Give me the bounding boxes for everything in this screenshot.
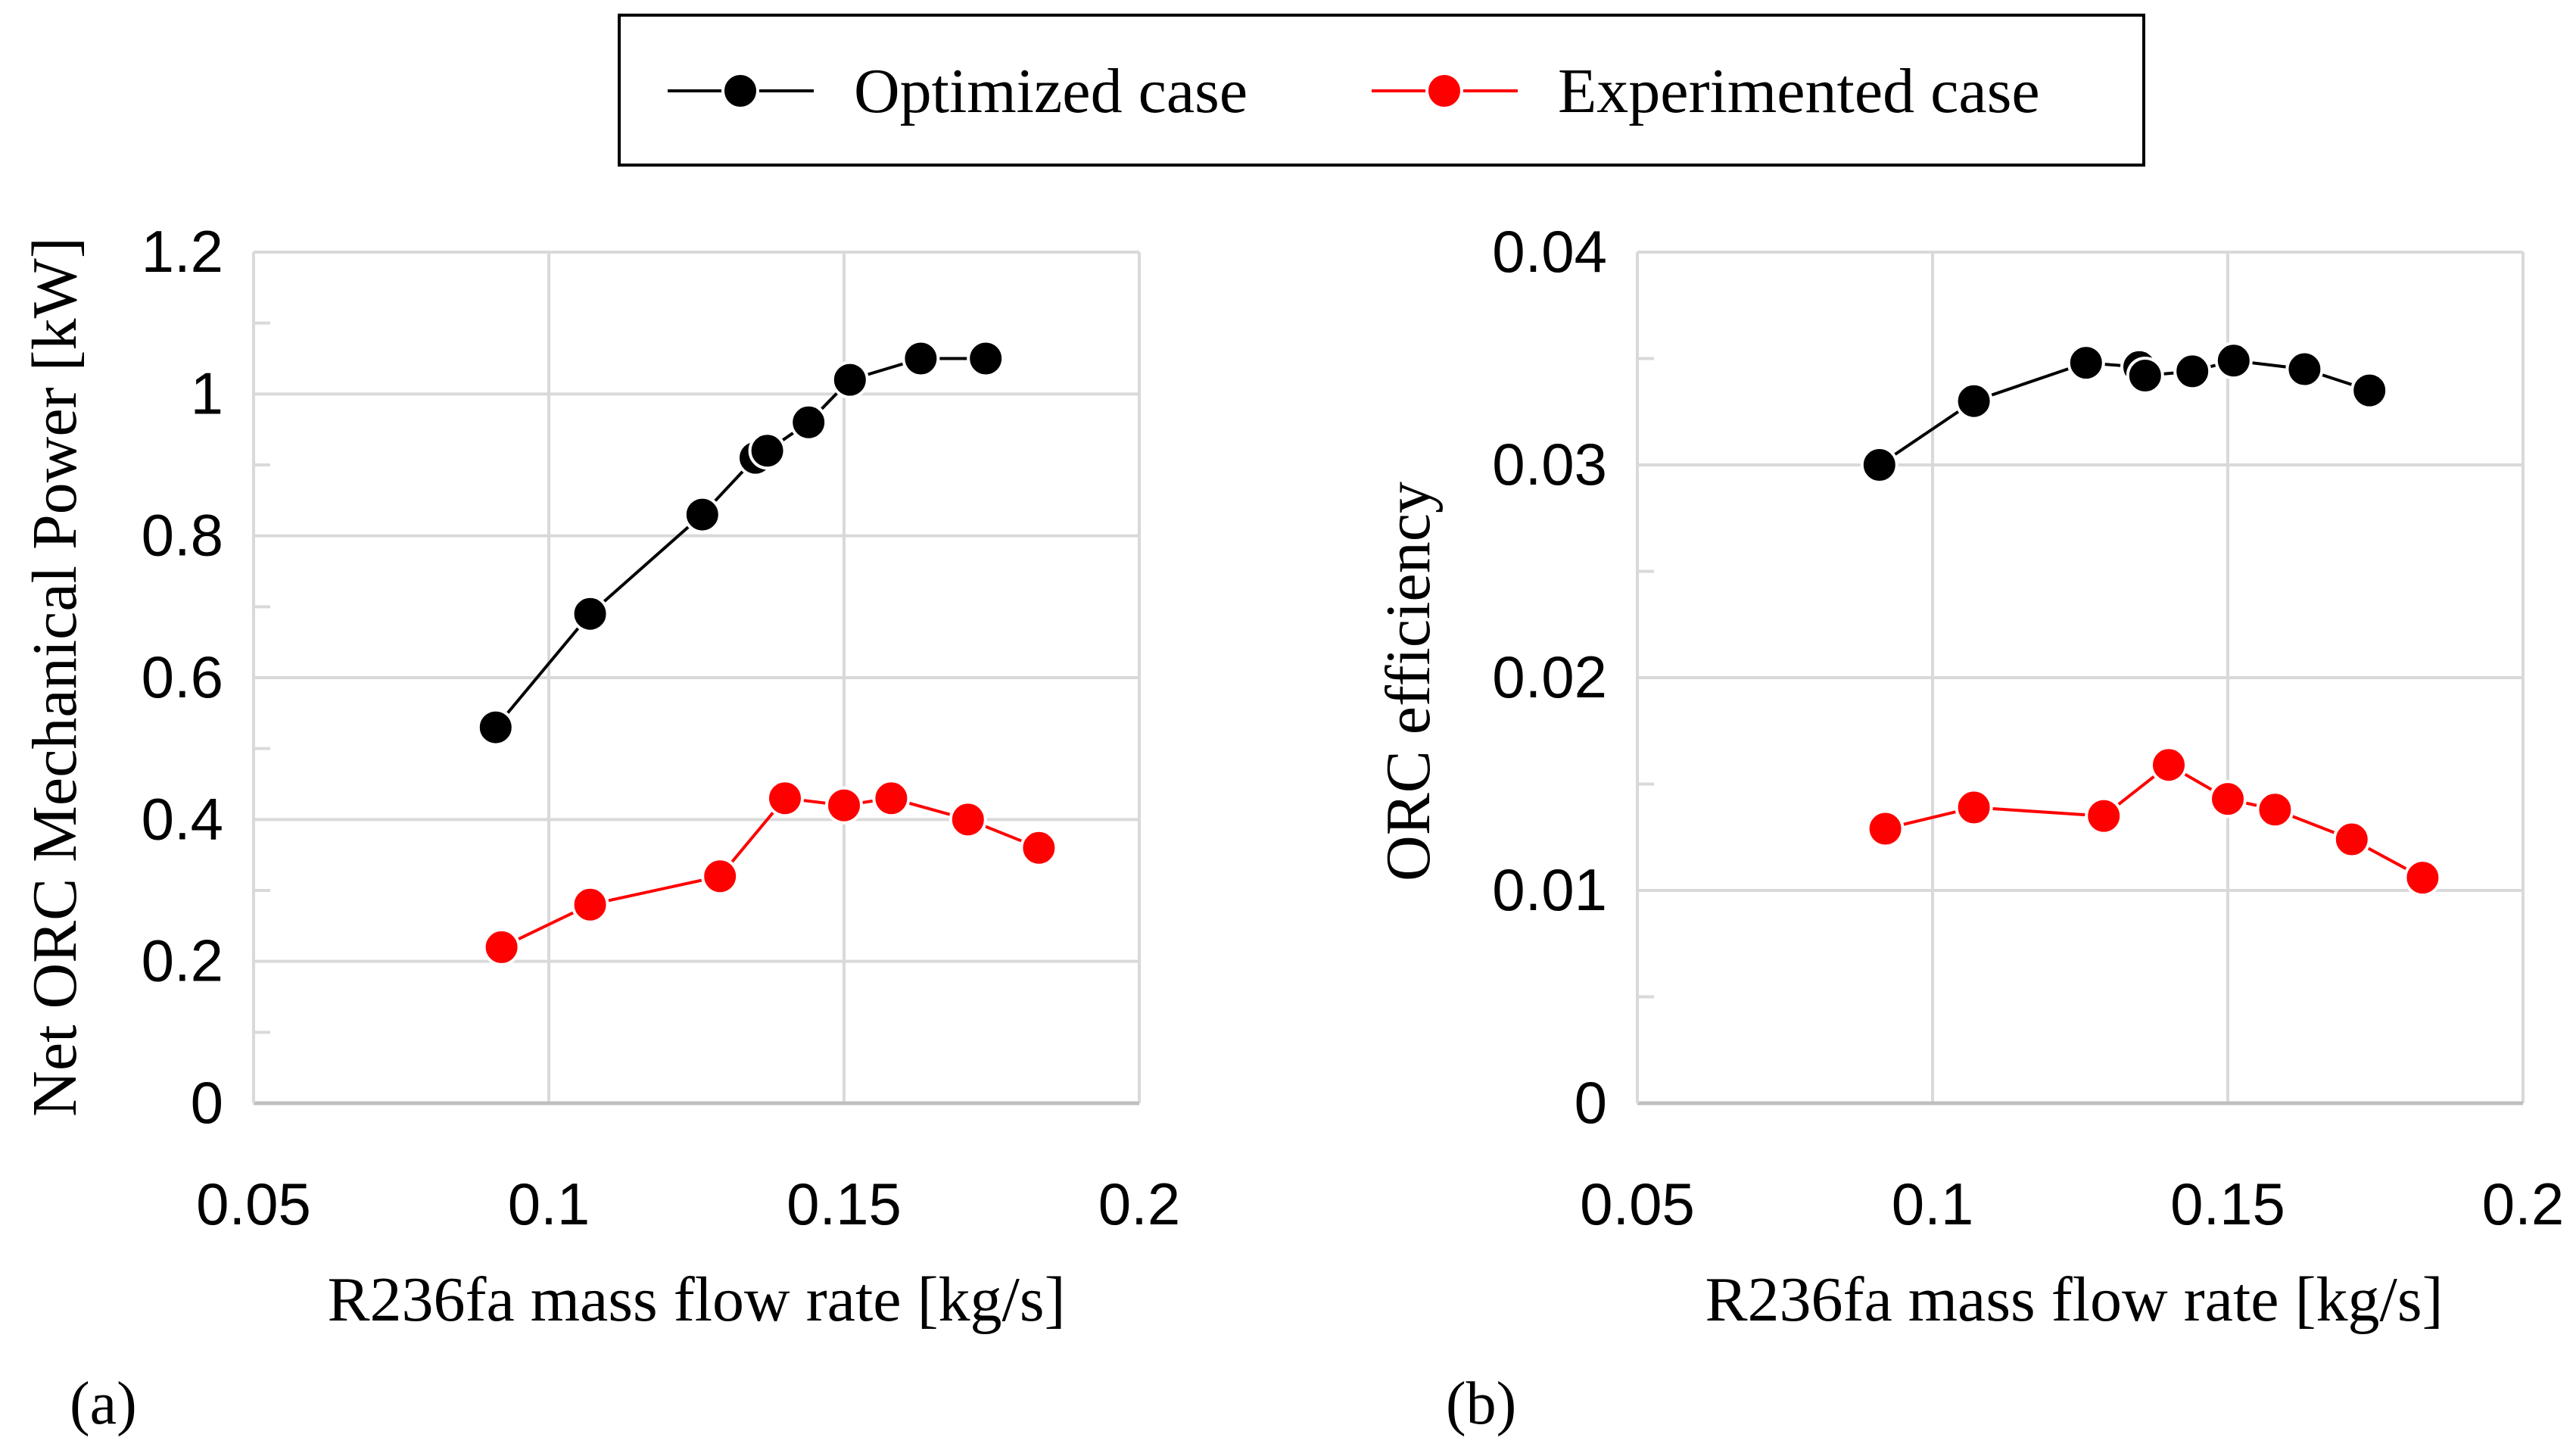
panel-a-point-optimized-case (571, 594, 609, 633)
panel-b-point-optimized-case (2214, 341, 2253, 380)
panel-a-point-experimented-case (948, 800, 987, 839)
panel-a-label: (a) (70, 1370, 137, 1437)
panel-a-point-experimented-case (1020, 828, 1058, 867)
panel-a-series (476, 339, 1058, 966)
panel-a-point-optimized-case (683, 495, 721, 534)
panel-b-series (1860, 341, 2442, 897)
panel-b-point-experimented-case (2209, 780, 2247, 819)
legend-label-optimized: Optimized case (854, 56, 1248, 126)
panel-b-point-experimented-case (1866, 809, 1905, 848)
panel-a-axes (252, 252, 1139, 1105)
panel-a-point-optimized-case (902, 339, 940, 378)
panel-b-point-optimized-case (2067, 344, 2105, 382)
panel-a-point-optimized-case (748, 432, 787, 470)
panel-a-point-optimized-case (476, 708, 515, 747)
panel-b-point-optimized-case (2126, 356, 2164, 394)
panel-b-axes (1636, 252, 2523, 1105)
panel-a-point-experimented-case (571, 885, 609, 924)
panel-a-xtick-label: 0.05 (196, 1171, 311, 1237)
panel-a-point-optimized-case (790, 403, 828, 441)
panel-b-xtick-label: 0.05 (1580, 1171, 1695, 1237)
panel-a-ylabel: Net ORC Mechanical Power [kW] (20, 237, 90, 1117)
panel-a-ytick-label: 0 (191, 1069, 223, 1136)
panel-b-point-optimized-case (1955, 382, 1993, 420)
panel-a-ytick-label: 0.4 (142, 785, 223, 852)
panel-a-ytick-label: 0.8 (142, 502, 223, 569)
panel-a-xlabel: R236fa mass flow rate [kg/s] (327, 1264, 1065, 1335)
panel-b-xtick-label: 0.15 (2170, 1171, 2285, 1237)
panel-a-xtick-label: 0.2 (1098, 1171, 1180, 1237)
panel-b-ytick-label: 0.04 (1492, 218, 1607, 285)
panel-a-tick-labels: 0 0.2 0.4 0.6 0.8 1 1.2 0.05 0.1 0.15 0.2 (142, 218, 1181, 1237)
panel-a-power-chart: 0 0.2 0.4 0.6 0.8 1 1.2 0.05 0.1 0.15 0.2 Net ORC … (20, 218, 1180, 1437)
panel-b-point-experimented-case (2085, 797, 2123, 835)
legend: Optimized case Experimented case (618, 14, 2145, 167)
panel-b-efficiency-chart: 0 0.01 0.02 0.03 0.04 0.05 0.1 0.15 0.2 ORC effi… (1373, 218, 2564, 1437)
panel-b-xtick-label: 0.2 (2482, 1171, 2564, 1237)
panel-b-ylabel: ORC efficiency (1373, 482, 1444, 881)
panel-b-point-experimented-case (1955, 788, 1993, 827)
panel-b-label: (b) (1446, 1370, 1516, 1437)
panel-b-point-optimized-case (2350, 371, 2389, 410)
panel-b-ytick-label: 0 (1575, 1069, 1607, 1136)
panel-a-point-experimented-case (825, 786, 863, 825)
panel-a-point-experimented-case (766, 779, 804, 818)
panel-b-point-experimented-case (2332, 820, 2371, 859)
panel-b-ytick-label: 0.03 (1492, 431, 1607, 497)
panel-a-point-experimented-case (701, 857, 740, 896)
panel-b-point-experimented-case (2150, 746, 2188, 784)
panel-b-xlabel: R236fa mass flow rate [kg/s] (1705, 1264, 2443, 1335)
legend-item-optimized: Optimized case (668, 56, 1248, 126)
panel-b-point-optimized-case (2285, 350, 2324, 388)
panel-a-ytick-label: 0.6 (142, 644, 223, 710)
panel-a-ytick-label: 1 (191, 360, 223, 426)
panel-a-xtick-label: 0.15 (787, 1171, 902, 1237)
legend-item-experimented: Experimented case (1372, 56, 2040, 126)
panel-a-point-optimized-case (967, 339, 1005, 378)
panel-a-ytick-label: 0.2 (142, 928, 223, 994)
panel-a-ytick-label: 1.2 (142, 218, 223, 285)
panel-a-point-experimented-case (872, 779, 911, 818)
panel-b-point-optimized-case (2173, 352, 2212, 391)
panel-b-ytick-label: 0.02 (1492, 644, 1607, 710)
legend-marker-experimented (1425, 72, 1463, 110)
panel-b-xtick-label: 0.1 (1892, 1171, 1973, 1237)
panel-b-point-experimented-case (2403, 859, 2442, 897)
legend-label-experimented: Experimented case (1558, 56, 2040, 126)
panel-b-point-optimized-case (1860, 446, 1899, 484)
panel-a-xtick-label: 0.1 (508, 1171, 590, 1237)
panel-a-point-optimized-case (830, 360, 869, 399)
panel-b-point-experimented-case (2256, 790, 2294, 829)
legend-marker-optimized (721, 72, 759, 110)
panel-b-grid (1636, 251, 2525, 1105)
panel-b-ytick-label: 0.01 (1492, 856, 1607, 923)
panel-b-tick-labels: 0 0.01 0.02 0.03 0.04 0.05 0.1 0.15 0.2 (1492, 218, 2564, 1237)
panel-a-point-experimented-case (482, 928, 521, 966)
